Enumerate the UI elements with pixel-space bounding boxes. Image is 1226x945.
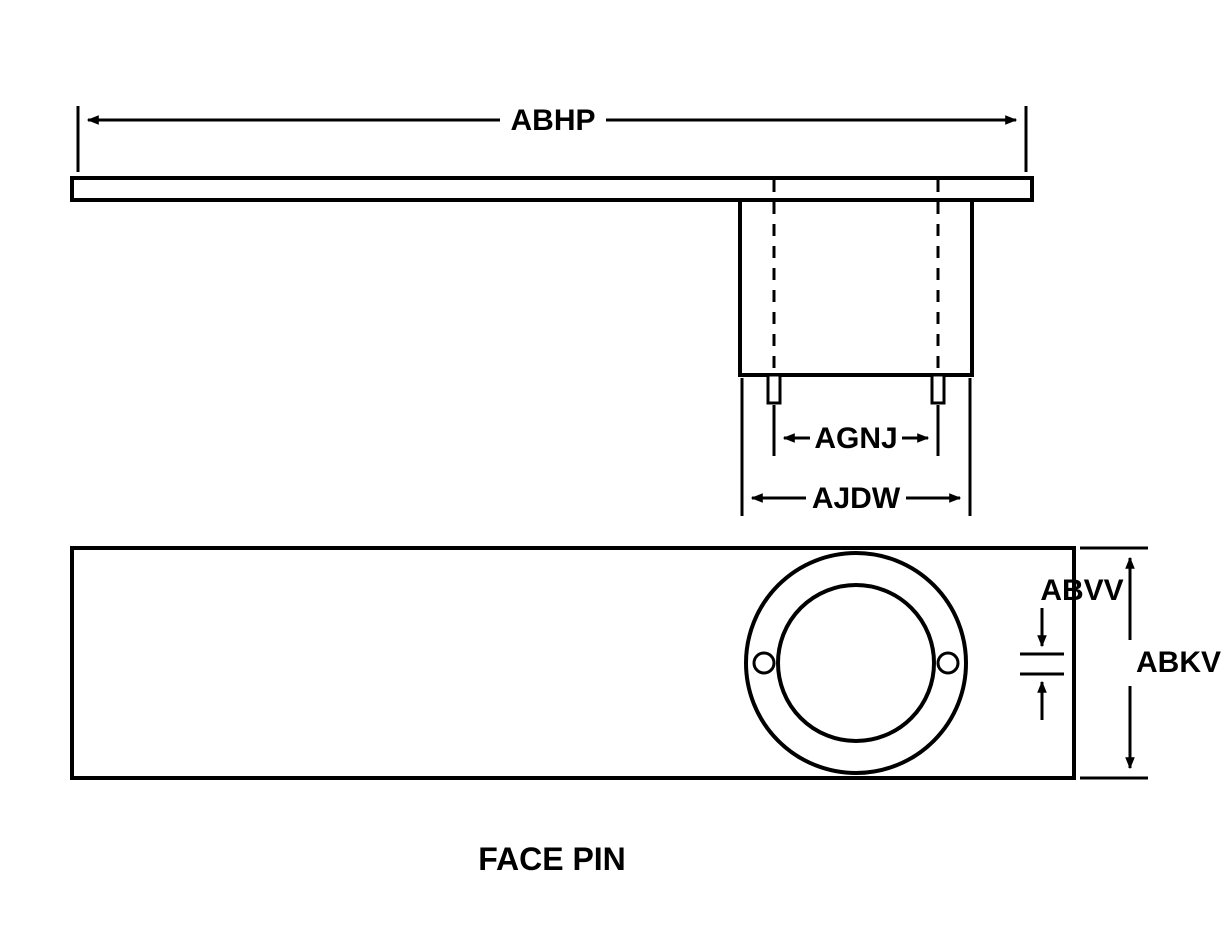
label-ajdw: AJDW: [812, 482, 901, 515]
label-abkv: ABKV: [1136, 646, 1221, 679]
label-agnj: AGNJ: [814, 422, 897, 455]
top-pin-left: [754, 653, 774, 673]
label-abhp: ABHP: [510, 104, 595, 137]
label-abvv: ABVV: [1040, 574, 1123, 607]
dim-abhp: ABHP: [78, 104, 1026, 172]
top-ring: [746, 553, 966, 773]
side-pin-right: [932, 375, 944, 403]
side-hub: [740, 180, 972, 375]
top-pin-right: [938, 653, 958, 673]
dim-agnj: AGNJ: [774, 405, 938, 456]
side-pin-left: [768, 375, 780, 403]
side-bar: [72, 178, 1032, 200]
diagram-title: FACE PIN: [478, 841, 626, 877]
engineering-diagram: ABHP AGNJ AJDW A: [0, 0, 1226, 945]
